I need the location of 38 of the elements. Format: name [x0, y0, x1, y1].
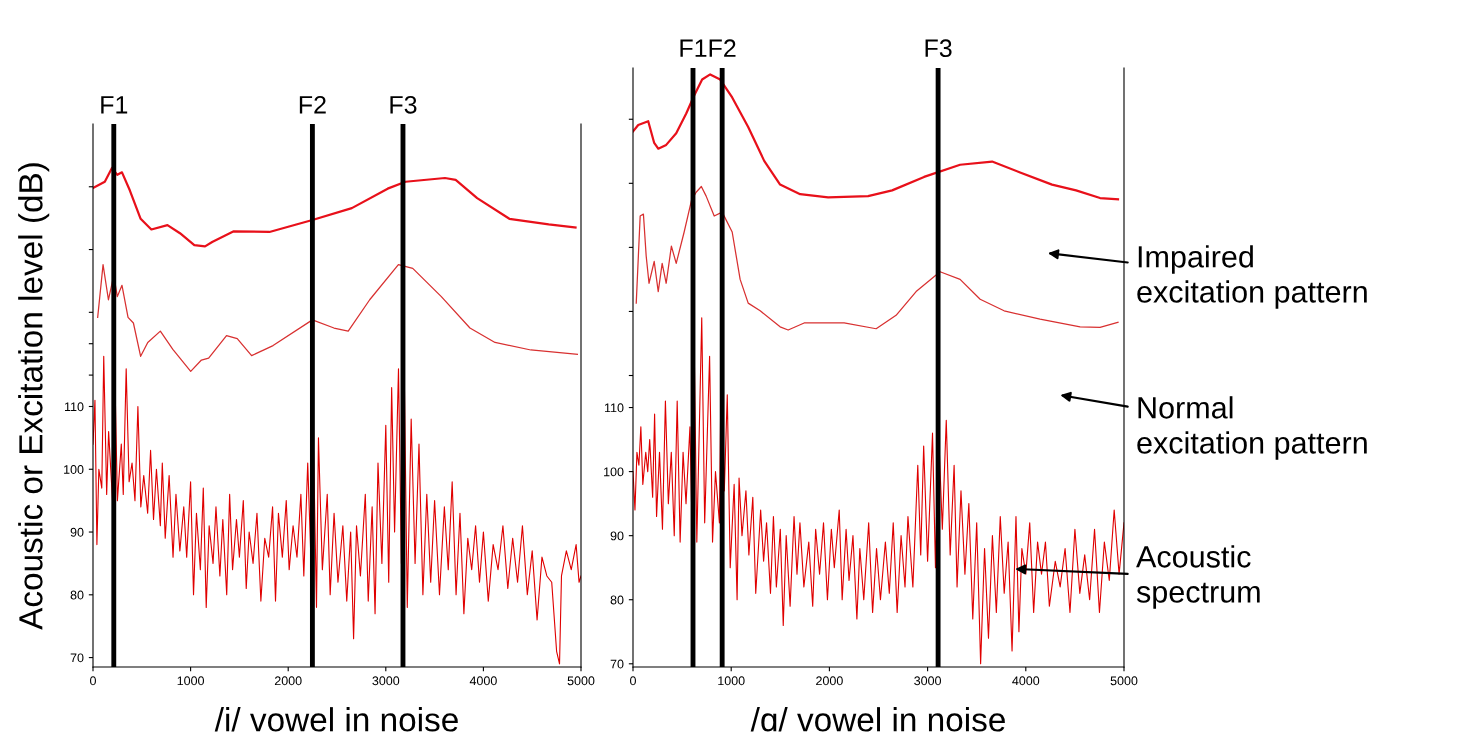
ref-line-label: F2 — [709, 39, 736, 57]
annotation: Acoustic spectrum — [1136, 545, 1260, 609]
ref-line-label: F3 — [925, 39, 952, 58]
y-tick-label: 70 — [70, 653, 84, 663]
x-tick-label: 4000 — [469, 676, 497, 686]
x-axis-title: /ɑ/ vowel in noise — [750, 707, 1005, 732]
line-series — [633, 73, 1120, 201]
x-tick-label: 1000 — [177, 676, 205, 686]
y-tick-label: 100 — [604, 467, 624, 477]
y-tick-label: 90 — [610, 531, 624, 541]
y-tick-label: 110 — [64, 402, 84, 412]
ref-line-label: F1 — [101, 96, 128, 114]
x-tick-label: 3000 — [372, 676, 400, 686]
x-tick-label: 5000 — [1110, 676, 1138, 686]
line-series — [93, 166, 577, 248]
text: Impaired excitation pattern — [1137, 245, 1367, 309]
y-tick-label: 80 — [610, 595, 624, 605]
ref-line-label: F3 — [390, 95, 417, 114]
x-tick-label: 3000 — [914, 676, 942, 686]
x-tick-label: 1000 — [718, 676, 745, 686]
y-tick-label: 100 — [64, 465, 84, 474]
ref-line-label: F1 — [680, 39, 707, 57]
x-tick-label: 5000 — [567, 676, 595, 686]
x-tick-label: 2000 — [274, 676, 302, 686]
ref-line-label: F2 — [299, 95, 326, 114]
x-axis-title: /i/ vowel in noise — [214, 707, 458, 732]
y-tick-label: 80 — [70, 590, 84, 600]
x-tick-label: 0 — [630, 676, 636, 686]
text: Normal excitation pattern — [1137, 396, 1367, 460]
y-axis-title: Acoustic or Excitation level (dB) — [18, 163, 50, 630]
x-tick-label: 4000 — [1012, 676, 1040, 686]
y-tick-label: 70 — [610, 659, 624, 669]
x-tick-label: 0 — [90, 676, 96, 686]
line-series — [635, 185, 1119, 331]
y-tick-label: 110 — [604, 403, 624, 413]
x-tick-label: 2000 — [816, 676, 843, 686]
line-series — [97, 263, 579, 372]
y-tick-label: 90 — [70, 527, 84, 537]
